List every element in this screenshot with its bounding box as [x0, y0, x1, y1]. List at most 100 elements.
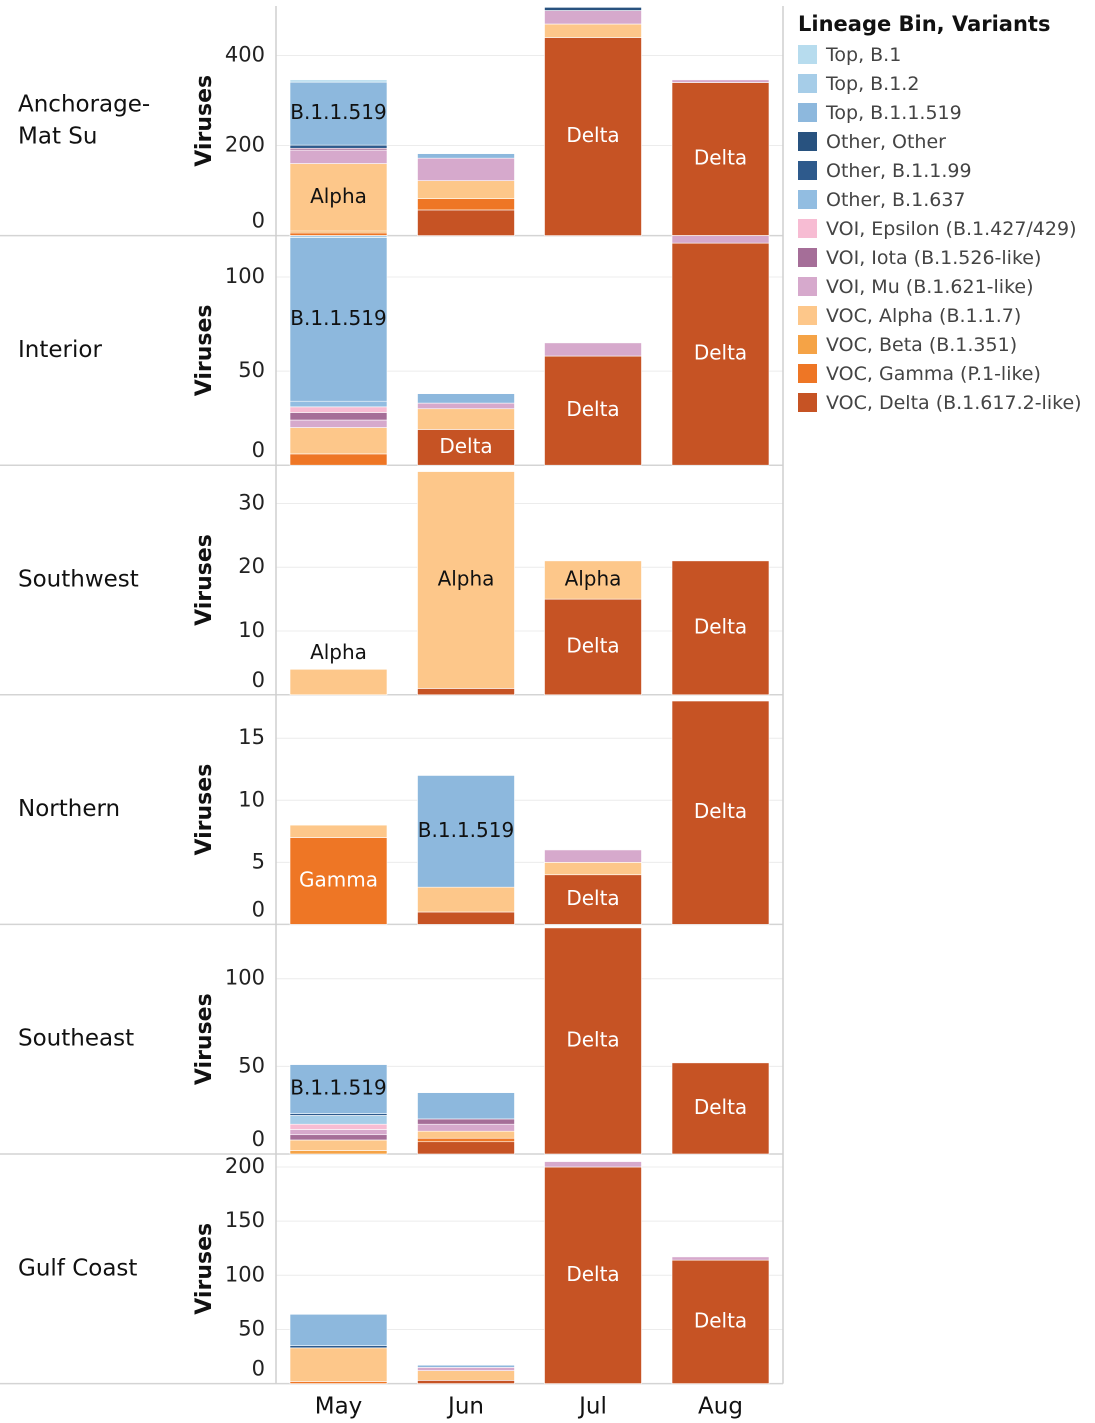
legend-item: Top, B.1	[798, 40, 1090, 69]
panel-southwest-bar-jul-voc-alpha-b-1-1-7	[544, 560, 642, 600]
panel-anchorage-mat-su-bar-aug-voc-delta-b-1-617-2-like	[671, 82, 770, 236]
legend-swatch	[798, 74, 817, 93]
panel-gulf-coast-bar-label-aug: Delta	[694, 1308, 747, 1332]
panel-interior-region-label: Interior	[18, 337, 102, 363]
legend-item: Top, B.1.2	[798, 69, 1090, 98]
panel-southwest-bar-label-may: Alpha	[310, 640, 367, 664]
legend-label: VOC, Gamma (P.1-like)	[826, 362, 1041, 385]
legend-item: Other, B.1.637	[798, 185, 1090, 214]
legend-label: Other, Other	[826, 130, 946, 153]
panel-northern-bar-jul-voc-alpha-b-1-1-7	[544, 862, 642, 876]
panel-anchorage-mat-su-bar-jun-voc-delta-b-1-617-2-like	[417, 209, 515, 236]
panel-interior-bar-may-voc-alpha-b-1-1-7	[289, 427, 388, 455]
panel-gulf-coast-region-label: Gulf Coast	[18, 1255, 137, 1281]
panel-northern-bar-label-aug: Delta	[694, 799, 747, 823]
legend-swatch	[798, 161, 817, 180]
panel-gulf-coast-tick-label: 200	[225, 1154, 265, 1178]
panel-southeast-bar-aug-voc-delta-b-1-617-2-like	[671, 1062, 770, 1155]
panel-anchorage-mat-su-bar-label-jul: Delta	[566, 123, 619, 147]
x-axis-label-jun: Jun	[446, 1394, 484, 1420]
panel-interior-bar-may-top-b-1-2	[289, 235, 388, 238]
panel-southeast-bar-may-top-b-1-2	[289, 1115, 388, 1125]
legend-label: VOC, Beta (B.1.351)	[826, 333, 1018, 356]
panel-gulf-coast-bar-aug-voc-delta-b-1-617-2-like	[671, 1259, 770, 1384]
panel-southeast-tick-label: 0	[252, 1127, 265, 1151]
legend-label: Top, B.1.1.519	[826, 101, 962, 124]
panel-southeast-bar-may-top-b-1-1-519	[289, 1064, 388, 1114]
legend-item: Top, B.1.1.519	[798, 98, 1090, 127]
panel-southwest-bar-label-jul: Delta	[566, 633, 619, 657]
panel-interior-bar-jun-voc-delta-b-1-617-2-like	[417, 429, 515, 466]
panel-northern-bar-may-voc-alpha-b-1-1-7	[289, 824, 388, 838]
panel-anchorage-mat-su-bar-may-voc-gamma-p-1-like	[289, 232, 388, 236]
panel-interior-tick-label: 0	[252, 438, 265, 462]
panel-interior-bar-may-other-b-1-637	[289, 400, 388, 408]
panel-southwest-y-axis-title: Viruses	[192, 534, 217, 626]
panel-anchorage-mat-su-tick-label: 400	[225, 43, 265, 67]
legend-label: Other, B.1.1.99	[826, 159, 972, 182]
panel-northern-bar-may-voc-gamma-p-1-like	[289, 837, 388, 925]
panel-southeast-bar-label-jul: Delta	[566, 1027, 619, 1051]
panel-southeast-bar-jun-voc-alpha-b-1-1-7	[417, 1130, 515, 1139]
panel-northern-bar-jun-voc-delta-b-1-617-2-like	[417, 911, 515, 925]
legend-swatch	[798, 335, 817, 354]
panel-southwest-bar-jun-voc-delta-b-1-617-2-like	[417, 688, 515, 696]
legend-swatch	[798, 393, 817, 412]
panel-northern-y-axis-title: Viruses	[192, 764, 217, 856]
legend-swatch	[798, 277, 817, 296]
panel-southeast-bar-may-voi-iota-b-1-526-like	[289, 1134, 388, 1141]
panel-anchorage-mat-su-bar-may-top-b-1	[289, 79, 388, 83]
panel-gulf-coast-tick-label: 50	[238, 1316, 265, 1340]
legend-title: Lineage Bin, Variants	[798, 12, 1051, 36]
panel-southeast-bar-jun-voc-delta-b-1-617-2-like	[417, 1141, 515, 1155]
panel-anchorage-mat-su-bar-jul-voc-alpha-b-1-1-7	[544, 23, 642, 38]
legend-swatch	[798, 219, 817, 238]
panel-interior-y-axis-title: Viruses	[192, 304, 217, 396]
panel-southwest-tick-label: 10	[238, 618, 265, 642]
legend-label: VOI, Mu (B.1.621-like)	[826, 275, 1034, 298]
panel-northern-tick-label: 15	[238, 725, 265, 749]
panel-gulf-coast-bar-jun-top-b-1-1-519	[417, 1364, 515, 1368]
panel-interior-bar-aug-voc-delta-b-1-617-2-like	[671, 242, 770, 466]
panel-northern-bar-jul-voc-delta-b-1-617-2-like	[544, 874, 642, 925]
panel-gulf-coast-bar-aug-voi-mu-b-1-621-like	[671, 1256, 770, 1261]
panel-northern-bar-jun-voc-alpha-b-1-1-7	[417, 886, 515, 913]
panel-southwest-bar-may-voc-alpha-b-1-1-7	[289, 668, 388, 696]
legend-swatch	[798, 248, 817, 267]
panel-southeast-bar-may-voi-epsilon-b-1-427-429	[289, 1123, 388, 1130]
panel-southwest-bar-label-jun: Alpha	[438, 567, 495, 591]
panel-southeast-bar-label-aug: Delta	[694, 1095, 747, 1119]
panel-southeast-y-axis-title: Viruses	[192, 993, 217, 1085]
panel-southwest-tick-label: 0	[252, 668, 265, 692]
legend-item: VOC, Gamma (P.1-like)	[798, 359, 1090, 388]
legend-item: VOI, Mu (B.1.621-like)	[798, 272, 1090, 301]
panel-interior-bar-label-may: B.1.1.519	[290, 306, 386, 330]
panel-southeast-tick-label: 50	[238, 1053, 265, 1077]
legend-swatch	[798, 45, 817, 64]
legend-label: VOI, Iota (B.1.526-like)	[826, 246, 1042, 269]
panel-anchorage-mat-su-y-axis-title: Viruses	[192, 75, 217, 167]
panel-interior-bar-jul-voi-mu-b-1-621-like	[544, 342, 642, 357]
panel-interior-bar-jun-voi-mu-b-1-621-like	[417, 402, 515, 410]
panel-interior-bar-may-voi-mu-b-1-621-like	[289, 419, 388, 428]
panel-southeast-bar-jun-voi-iota-b-1-526-like	[417, 1118, 515, 1125]
panel-anchorage-mat-su-bar-may-voi-mu-b-1-621-like	[289, 149, 388, 164]
panel-anchorage-mat-su-bar-jul-other-other	[544, 7, 642, 11]
panel-gulf-coast-bar-may-voc-gamma-p-1-like	[289, 1381, 388, 1384]
panel-southwest-bar-aug-voc-delta-b-1-617-2-like	[671, 560, 770, 696]
panel-southeast-bar-jun-top-b-1-1-519	[417, 1092, 515, 1120]
panel-gulf-coast-bar-may-top-b-1-1-519	[289, 1313, 388, 1346]
panel-southeast-region-label: Southeast	[18, 1026, 134, 1052]
panel-interior-bar-label-jun: Delta	[439, 434, 492, 458]
x-axis-label-may: May	[315, 1394, 363, 1420]
panel-interior-bar-aug-voi-mu-b-1-621-like	[671, 235, 770, 244]
panel-anchorage-mat-su-tick-label: 200	[225, 133, 265, 157]
panel-anchorage-mat-su-bar-label-aug: Delta	[694, 146, 747, 170]
panel-interior-bar-may-voi-epsilon-b-1-427-429	[289, 406, 388, 413]
panel-northern-bar-label-may: Gamma	[299, 867, 378, 891]
legend-label: VOI, Epsilon (B.1.427/429)	[826, 217, 1077, 240]
legend-label: Top, B.1	[826, 43, 902, 66]
legend-item: VOC, Delta (B.1.617.2-like)	[798, 388, 1090, 417]
legend-label: Other, B.1.637	[826, 188, 966, 211]
panel-gulf-coast-bar-jul-voi-mu-b-1-621-like	[544, 1161, 642, 1168]
